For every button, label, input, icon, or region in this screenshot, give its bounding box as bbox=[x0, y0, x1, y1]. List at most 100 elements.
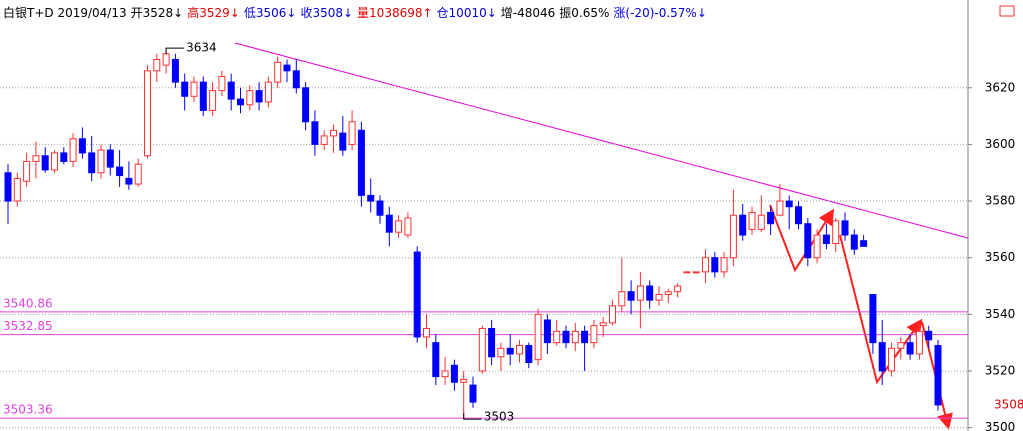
candle-body bbox=[469, 384, 477, 403]
candle-body bbox=[478, 327, 486, 372]
candle-body bbox=[785, 200, 793, 208]
candle-body bbox=[376, 200, 384, 216]
candle-body bbox=[69, 138, 77, 162]
candle-body bbox=[330, 129, 337, 137]
candle-body bbox=[553, 330, 561, 344]
candle-body bbox=[776, 200, 784, 216]
candle-body bbox=[720, 257, 728, 273]
header-item: 白银T+D 2019/04/13 bbox=[3, 6, 127, 20]
candle-body bbox=[423, 327, 430, 338]
candle-body bbox=[627, 291, 635, 301]
candle-body bbox=[385, 214, 393, 233]
candle-body bbox=[395, 220, 403, 233]
candle-body bbox=[590, 325, 598, 344]
candle-body bbox=[488, 327, 496, 358]
arrow bbox=[839, 234, 923, 385]
candle-body bbox=[190, 81, 198, 97]
header: 白银T+D 2019/04/13 开3528↓ 高3529↓ 低3506↓ 收3508↓… bbox=[3, 4, 711, 21]
candle-body bbox=[869, 294, 877, 344]
candle-body bbox=[413, 251, 421, 338]
candle-body bbox=[609, 305, 616, 324]
candle-body bbox=[543, 319, 551, 344]
candle-body bbox=[311, 121, 319, 145]
candle-body bbox=[813, 234, 821, 259]
candle-body bbox=[246, 90, 254, 106]
candle-body bbox=[934, 344, 942, 406]
candle-body bbox=[441, 370, 449, 378]
candle-body bbox=[88, 152, 96, 174]
header-item: 涨(-20)-0.57%↓ bbox=[613, 6, 707, 20]
candle-body bbox=[692, 271, 700, 274]
annotation-leader bbox=[463, 413, 482, 420]
candle-body bbox=[850, 234, 858, 250]
candle-body bbox=[683, 271, 691, 274]
candle-body bbox=[832, 220, 840, 245]
candle-body bbox=[144, 70, 151, 157]
candle-body bbox=[199, 81, 207, 111]
candle-body bbox=[925, 330, 933, 341]
candle-body bbox=[106, 149, 114, 168]
candle-body bbox=[841, 220, 849, 236]
level-label: 3532.85 bbox=[3, 319, 53, 333]
candle-body bbox=[292, 70, 300, 89]
candle-body bbox=[711, 257, 719, 273]
candle-body bbox=[888, 347, 895, 372]
candle-body bbox=[497, 347, 505, 358]
header-item: 量1038698↑ bbox=[357, 6, 433, 20]
candle-body bbox=[516, 344, 523, 355]
candle-body bbox=[795, 206, 802, 225]
y-tick-label: 3540 bbox=[985, 307, 1016, 321]
header-item: 低3506↓ bbox=[243, 6, 297, 20]
arrow bbox=[769, 204, 835, 273]
candle-body bbox=[283, 64, 291, 72]
candle-body bbox=[432, 342, 440, 378]
candle-body bbox=[60, 152, 68, 162]
candle-body bbox=[739, 214, 747, 236]
candle-body bbox=[906, 342, 914, 355]
candle-body bbox=[162, 53, 170, 66]
candle-body bbox=[562, 330, 570, 344]
candle-body bbox=[339, 132, 347, 151]
header-item: 增-48046 bbox=[500, 6, 556, 20]
candle-body bbox=[878, 342, 886, 372]
candle-body bbox=[218, 75, 226, 92]
candle-body bbox=[367, 194, 375, 202]
candle-body bbox=[664, 291, 672, 296]
y-tick-label: 3580 bbox=[985, 194, 1016, 208]
candle-body bbox=[32, 155, 40, 162]
candle-body bbox=[534, 313, 542, 361]
candle-body bbox=[153, 58, 161, 72]
header-item: 仓10010↓ bbox=[436, 6, 497, 20]
candle-body bbox=[357, 129, 365, 196]
high-annotation: 3634 bbox=[186, 41, 217, 55]
candle-body bbox=[804, 223, 812, 259]
candle-body bbox=[915, 330, 923, 355]
y-tick-label: 3520 bbox=[985, 363, 1016, 377]
candle-body bbox=[237, 98, 244, 106]
candle-body bbox=[125, 177, 133, 185]
candle-body bbox=[41, 155, 49, 171]
header-item: 收3508↓ bbox=[300, 6, 354, 20]
candle-body bbox=[646, 285, 654, 301]
candle-body bbox=[618, 291, 626, 307]
candle-body bbox=[702, 257, 709, 273]
candle-body bbox=[181, 81, 189, 97]
candle-body bbox=[450, 364, 458, 383]
candle-body bbox=[822, 234, 830, 245]
candle-body bbox=[78, 138, 86, 154]
candle-body bbox=[227, 81, 235, 100]
candle-body bbox=[460, 378, 468, 383]
candle-body bbox=[729, 214, 737, 259]
candle-body bbox=[23, 160, 31, 182]
last-price: 3508 bbox=[994, 397, 1023, 411]
window-icon[interactable] bbox=[999, 5, 1015, 17]
candle-body bbox=[636, 285, 644, 301]
y-tick-label: 3600 bbox=[985, 137, 1016, 151]
level-label: 3540.86 bbox=[3, 296, 53, 310]
annotation-leader bbox=[165, 47, 185, 55]
y-tick-label: 3560 bbox=[985, 250, 1016, 264]
candle-body bbox=[767, 211, 775, 225]
candle-body bbox=[4, 172, 12, 202]
candle-body bbox=[302, 87, 310, 123]
